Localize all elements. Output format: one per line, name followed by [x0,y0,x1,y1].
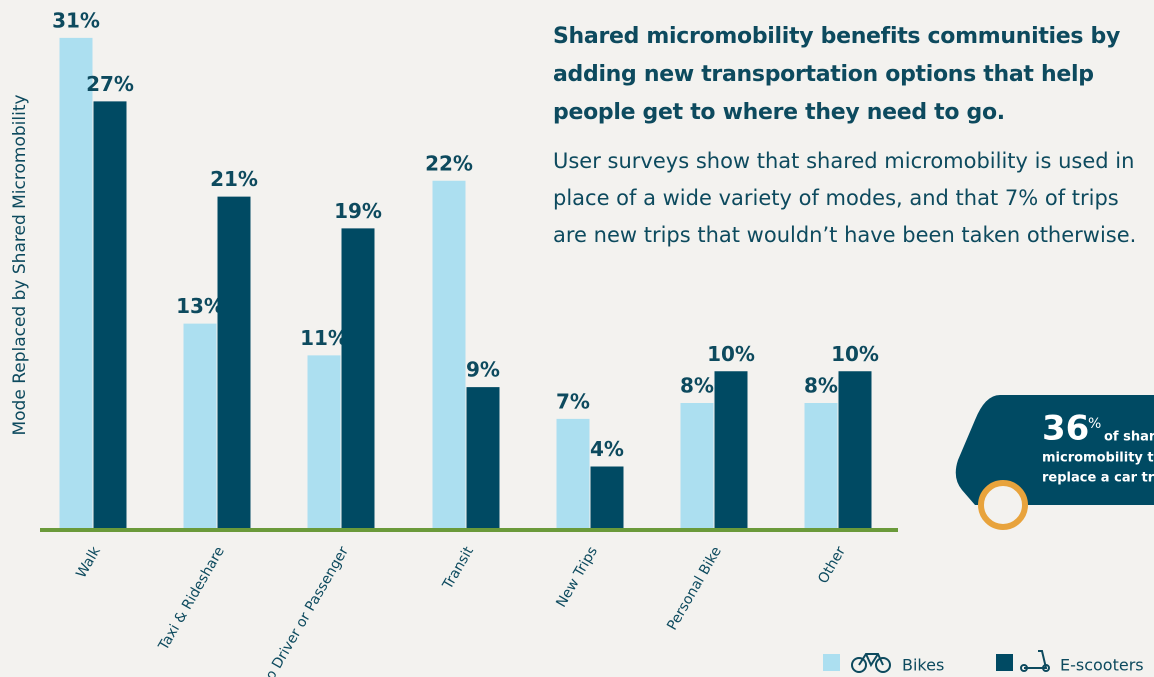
callout-text: of shared [1104,430,1154,445]
value-label: 8% [680,374,714,398]
value-label: 27% [86,72,134,96]
callout-text: micromobility trips [1042,451,1154,466]
bar [183,323,217,530]
value-label: 7% [556,389,590,413]
value-label: 13% [176,294,224,318]
legend-label: E-scooters [1060,656,1144,675]
bar [556,418,590,530]
value-label: 19% [334,199,382,223]
value-label: 22% [425,151,473,175]
value-label: 21% [210,167,258,191]
y-axis-label: Mode Replaced by Shared Micromobility [10,94,30,435]
bar [341,228,375,530]
callout-text: replace a car trip [1042,471,1154,486]
bar [680,403,714,530]
x-tick-label: Transit [439,544,477,593]
bar [466,387,500,530]
x-tick-label: Taxi & Rideshare [155,544,228,654]
bar [217,196,251,530]
x-tick-label: Auto Driver or Passenger [251,544,352,677]
bike-icon [851,653,891,673]
bar [590,466,624,530]
value-label: 9% [466,358,500,382]
bar [93,101,127,530]
value-label: 10% [707,342,755,366]
callout-number: 36 [1042,409,1089,449]
value-label: 4% [590,437,624,461]
x-tick-label: Personal Bike [664,544,725,633]
car-wheel [978,480,1028,530]
value-label: 31% [52,8,100,32]
legend-swatch [823,654,840,671]
bar [804,403,838,530]
x-tick-label: Walk [73,543,104,581]
x-tick-label: Other [815,544,849,587]
value-label: 11% [300,326,348,350]
scooter-icon [1020,650,1050,672]
legend-label: Bikes [902,656,944,675]
heading: Shared micromobility benefits communitie… [553,24,1121,125]
bar [307,355,341,530]
bar [432,180,466,530]
value-label: 8% [804,374,838,398]
body-text: User surveys show that shared micromobil… [553,149,1137,247]
bar [59,37,93,530]
bar [838,371,872,530]
car-shape [955,395,1154,505]
value-label: 10% [831,342,879,366]
bar [714,371,748,530]
legend-swatch [996,654,1013,671]
x-tick-label: New Trips [553,544,601,610]
callout-unit: % [1088,416,1101,432]
